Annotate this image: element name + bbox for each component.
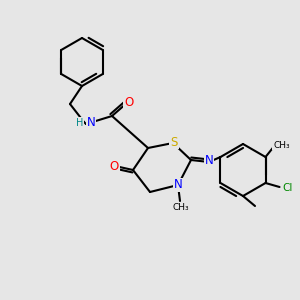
Text: O: O: [124, 95, 134, 109]
Text: CH₃: CH₃: [273, 140, 290, 149]
Text: N: N: [174, 178, 182, 191]
Text: O: O: [110, 160, 118, 172]
Text: N: N: [205, 154, 213, 167]
Text: H: H: [76, 118, 84, 128]
Text: N: N: [87, 116, 95, 130]
Text: CH₃: CH₃: [173, 203, 189, 212]
Text: S: S: [170, 136, 178, 148]
Text: Cl: Cl: [282, 183, 293, 193]
